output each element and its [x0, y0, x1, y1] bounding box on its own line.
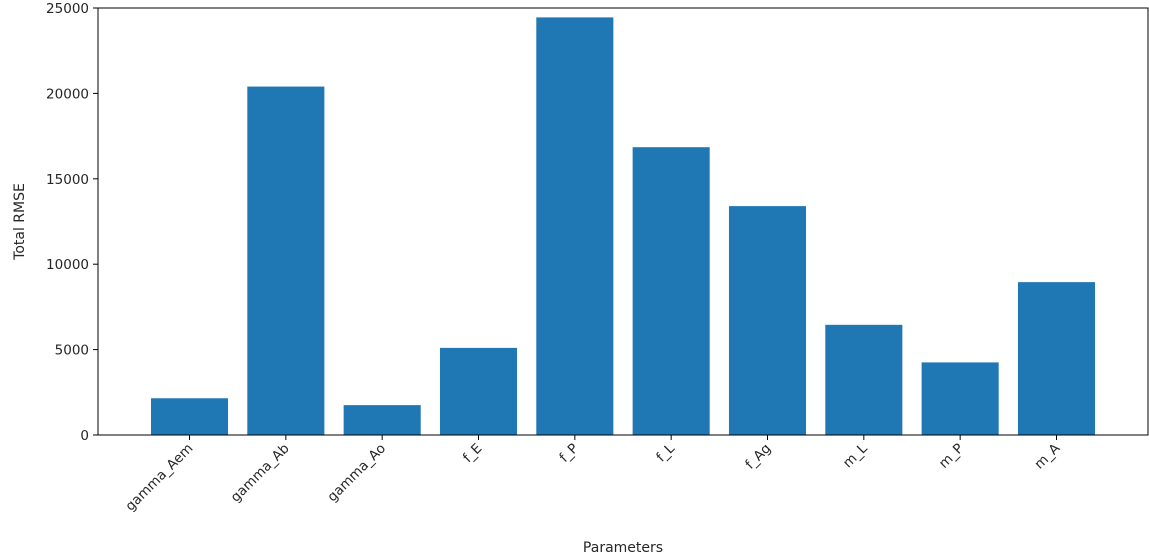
- x-axis-ticks: gamma_Aem gamma_Ab gamma_Ao f_E f_P f_L f_Ag m_…: [122, 435, 1064, 515]
- y-axis-label: Total RMSE: [12, 183, 28, 261]
- y-tick-label: 20000: [46, 86, 89, 102]
- bar-m-p: [921, 362, 999, 435]
- y-tick-label: 0: [80, 428, 89, 444]
- y-axis-ticks: 0 5000 10000 15000 20000 25000: [46, 1, 98, 444]
- y-tick-label: 25000: [46, 1, 89, 17]
- x-tick-label: f_Ag: [742, 441, 774, 473]
- x-tick-label: gamma_Ab: [228, 441, 293, 506]
- bar-gamma-ao: [343, 405, 421, 435]
- axes-frame: [97, 7, 1149, 436]
- x-axis-label: Parameters: [583, 540, 663, 556]
- bar-gamma-ab: [247, 86, 325, 435]
- x-tick-label: f_E: [460, 441, 485, 466]
- bar-f-p: [536, 17, 614, 435]
- x-tick-label: m_P: [936, 441, 967, 472]
- x-tick-label: m_A: [1031, 440, 1063, 472]
- x-tick-label: gamma_Ao: [324, 441, 389, 506]
- bar-f-ag: [728, 206, 807, 435]
- bar-gamma-aem: [150, 398, 229, 435]
- x-tick-label: f_P: [556, 441, 581, 466]
- bar-f-e: [439, 347, 518, 435]
- x-tick-label: gamma_Aem: [122, 441, 196, 515]
- bar-m-l: [825, 324, 903, 435]
- bars-group: [150, 17, 1096, 435]
- x-tick-label: m_L: [840, 440, 871, 471]
- y-tick-label: 5000: [55, 343, 89, 359]
- y-tick-label: 15000: [46, 172, 89, 188]
- bar-f-l: [632, 147, 710, 435]
- bar-m-a: [1017, 282, 1096, 435]
- x-tick-label: f_L: [653, 440, 678, 465]
- y-tick-label: 10000: [46, 257, 89, 273]
